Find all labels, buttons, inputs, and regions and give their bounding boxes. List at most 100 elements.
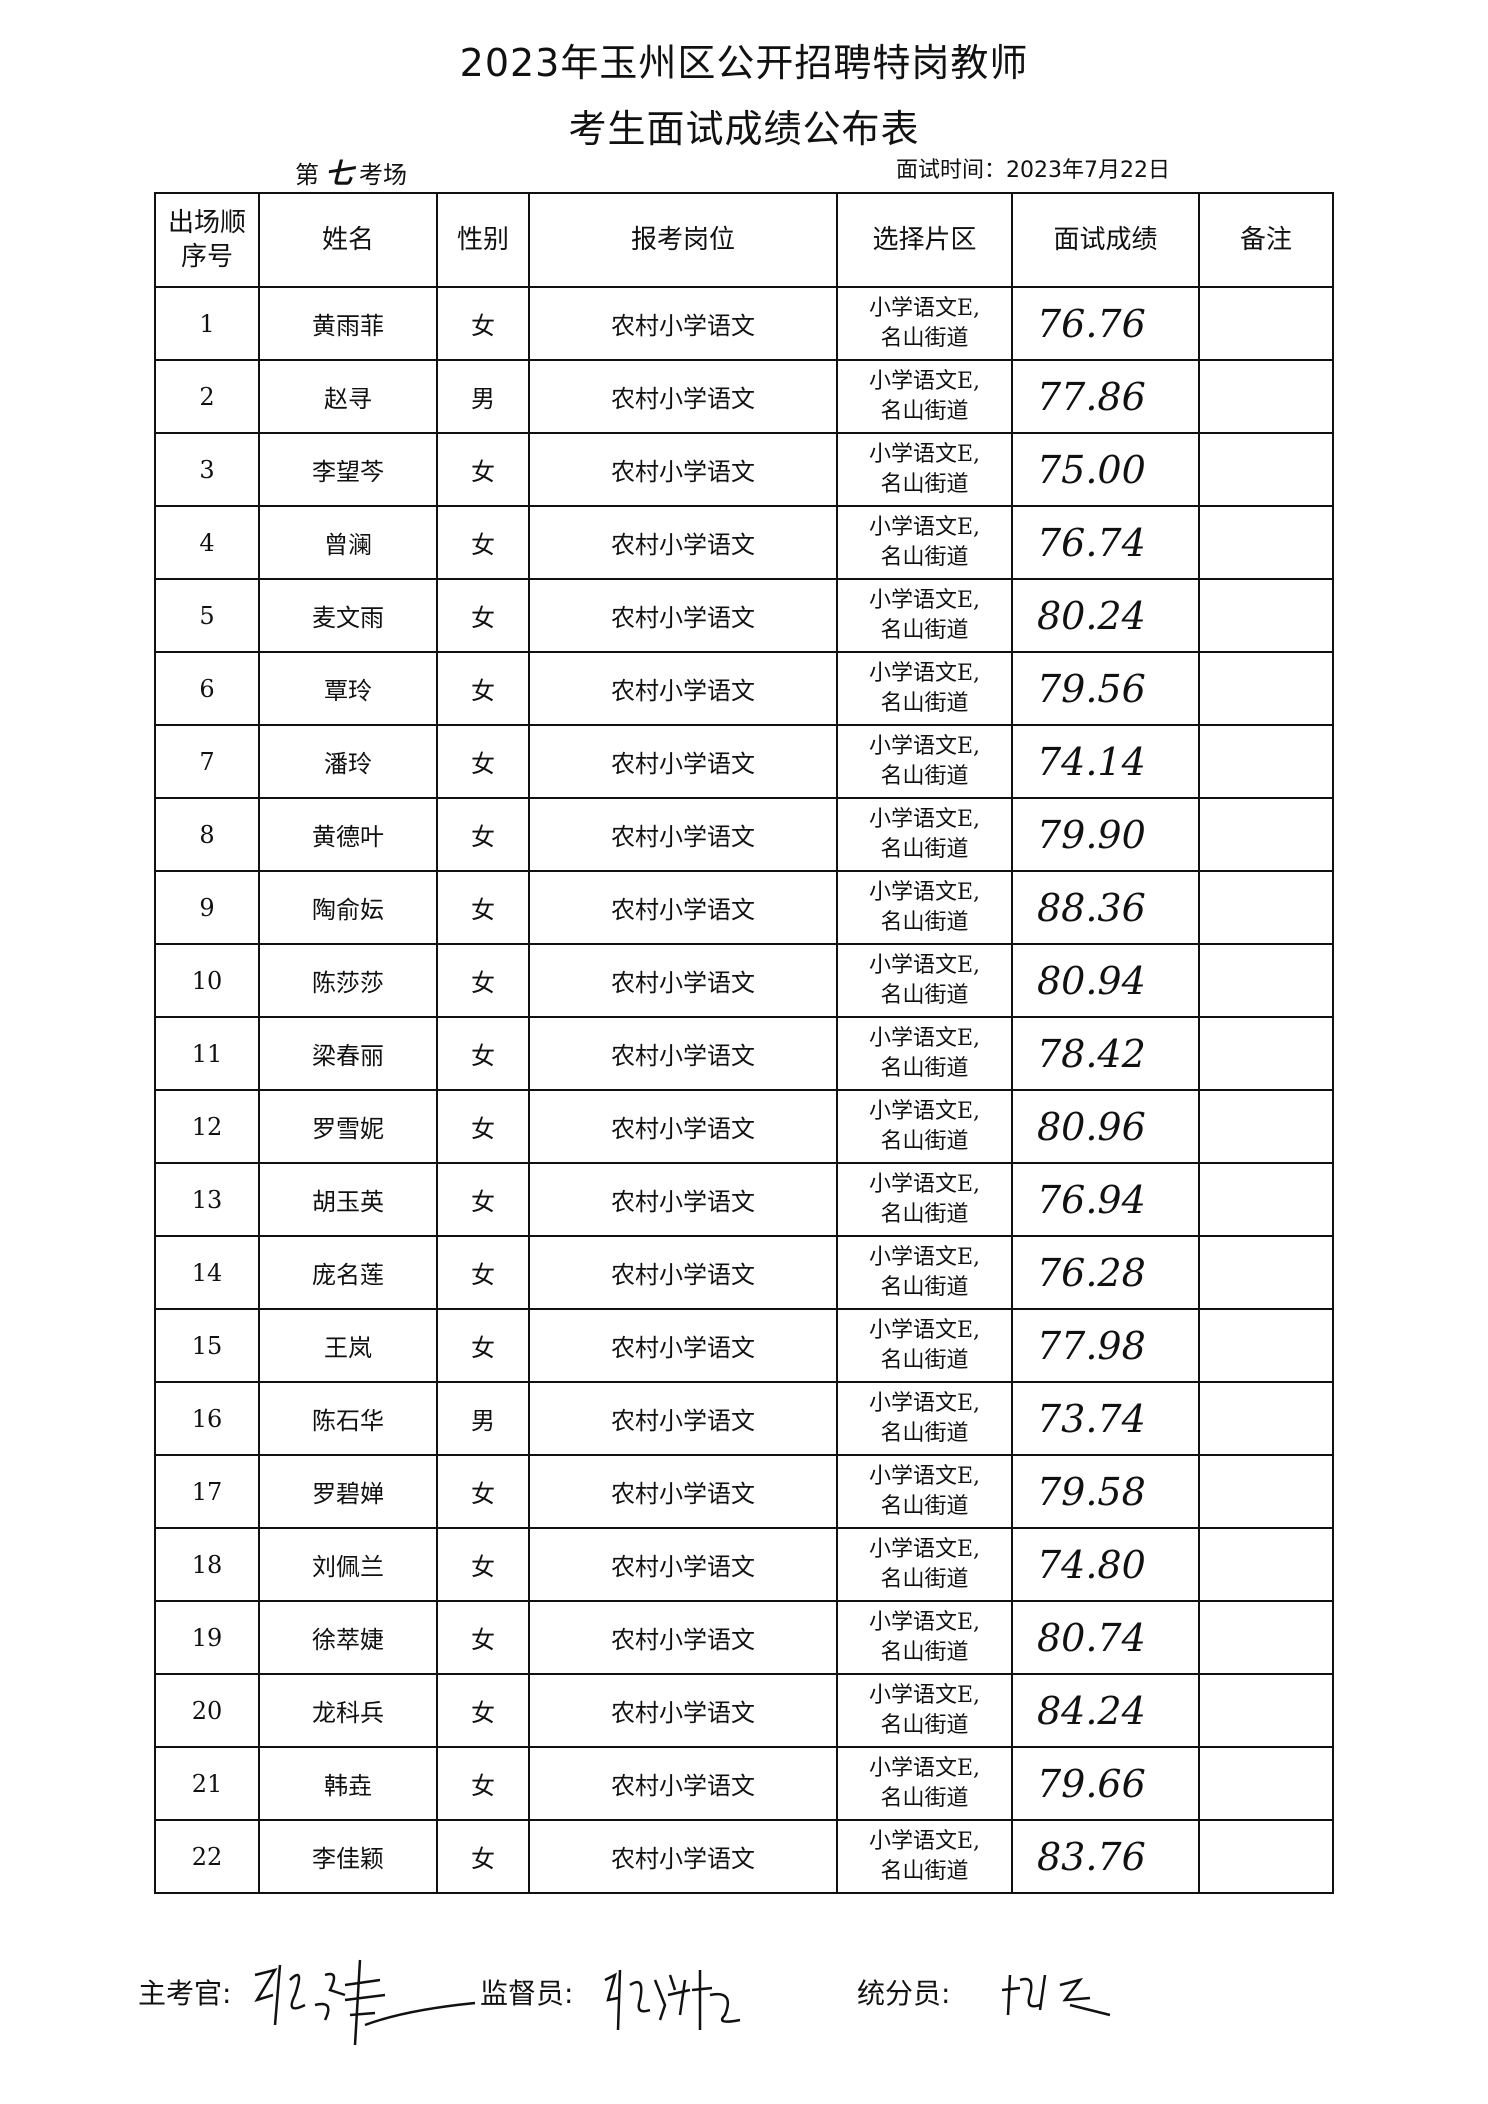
area-line-2: 名山街道 — [880, 1347, 969, 1373]
area-cell: 小学语文E, 名山街道 — [836, 1235, 1013, 1310]
seq-cell: 6 — [154, 651, 260, 726]
score-cell: 80.24 — [1011, 578, 1200, 653]
note-cell — [1198, 1381, 1334, 1456]
gender-cell: 女 — [436, 1527, 530, 1602]
seq-cell: 2 — [154, 359, 260, 434]
note-cell — [1198, 1162, 1334, 1237]
table-row: 6 覃玲女农村小学语文 小学语文E, 名山街道 79.56 — [154, 651, 1334, 726]
area-cell: 小学语文E, 名山街道 — [836, 286, 1013, 361]
area-cell: 小学语文E, 名山街道 — [836, 432, 1013, 507]
table-row: 19 徐萃婕女农村小学语文 小学语文E, 名山街道 80.74 — [154, 1600, 1334, 1675]
table-row: 14 庞名莲女农村小学语文 小学语文E, 名山街道 76.28 — [154, 1235, 1334, 1310]
name-cell: 陶俞妘 — [258, 870, 438, 945]
name-cell: 徐萃婕 — [258, 1600, 438, 1675]
area-line-2: 名山街道 — [880, 1639, 969, 1665]
gender-cell: 女 — [436, 1089, 530, 1164]
gender-cell: 女 — [436, 1162, 530, 1237]
area-cell: 小学语文E, 名山街道 — [836, 1381, 1013, 1456]
score-cell: 79.58 — [1011, 1454, 1200, 1529]
gender-cell: 女 — [436, 1308, 530, 1383]
seq-cell: 10 — [154, 943, 260, 1018]
name-cell: 韩垚 — [258, 1746, 438, 1821]
note-cell — [1198, 870, 1334, 945]
area-line-2: 名山街道 — [880, 1566, 969, 1592]
gender-cell: 女 — [436, 870, 530, 945]
area-line-2: 名山街道 — [880, 1712, 969, 1738]
gender-cell: 女 — [436, 1016, 530, 1091]
score-cell: 83.76 — [1011, 1819, 1200, 1894]
note-cell — [1198, 1308, 1334, 1383]
name-cell: 陈莎莎 — [258, 943, 438, 1018]
note-cell — [1198, 1454, 1334, 1529]
position-cell: 农村小学语文 — [528, 1600, 838, 1675]
document-subtitle: 考生面试成绩公布表 — [568, 107, 920, 151]
area-line-1: 小学语文E, — [868, 1463, 981, 1489]
score-cell: 78.42 — [1011, 1016, 1200, 1091]
area-line-1: 小学语文E, — [868, 660, 981, 686]
area-cell: 小学语文E, 名山街道 — [836, 870, 1013, 945]
note-cell — [1198, 286, 1334, 361]
name-cell: 胡玉英 — [258, 1162, 438, 1237]
area-line-1: 小学语文E, — [868, 587, 981, 613]
seq-cell: 19 — [154, 1600, 260, 1675]
area-line-1: 小学语文E, — [868, 1755, 981, 1781]
name-cell: 罗雪妮 — [258, 1089, 438, 1164]
seq-cell: 1 — [154, 286, 260, 361]
position-cell: 农村小学语文 — [528, 578, 838, 653]
area-line-2: 名山街道 — [880, 617, 969, 643]
gender-cell: 女 — [436, 1673, 530, 1748]
chief-examiner-signature — [254, 1959, 476, 2046]
score-table: 出场顺序号 姓名 性别 报考岗位 选择片区 面试成绩 备注 1 黄雨菲女农村小学语… — [154, 192, 1334, 1894]
gender-cell: 女 — [436, 505, 530, 580]
area-cell: 小学语文E, 名山街道 — [836, 797, 1013, 872]
note-cell — [1198, 1089, 1334, 1164]
position-cell: 农村小学语文 — [528, 1454, 838, 1529]
seq-cell: 14 — [154, 1235, 260, 1310]
area-cell: 小学语文E, 名山街道 — [836, 1162, 1013, 1237]
table-row: 4 曾澜女农村小学语文 小学语文E, 名山街道 76.74 — [154, 505, 1334, 580]
area-cell: 小学语文E, 名山街道 — [836, 505, 1013, 580]
gender-cell: 女 — [436, 651, 530, 726]
seq-cell: 21 — [154, 1746, 260, 1821]
position-cell: 农村小学语文 — [528, 1016, 838, 1091]
name-cell: 罗碧婵 — [258, 1454, 438, 1529]
area-cell: 小学语文E, 名山街道 — [836, 1308, 1013, 1383]
gender-cell: 女 — [436, 432, 530, 507]
col-header-note: 备注 — [1198, 192, 1334, 288]
seq-cell: 18 — [154, 1527, 260, 1602]
table-row: 16 陈石华男农村小学语文 小学语文E, 名山街道 73.74 — [154, 1381, 1334, 1456]
gender-cell: 女 — [436, 1600, 530, 1675]
table-row: 9 陶俞妘女农村小学语文 小学语文E, 名山街道 88.36 — [154, 870, 1334, 945]
position-cell: 农村小学语文 — [528, 1235, 838, 1310]
position-cell: 农村小学语文 — [528, 505, 838, 580]
name-cell: 黄雨菲 — [258, 286, 438, 361]
position-cell: 农村小学语文 — [528, 1308, 838, 1383]
area-line-2: 名山街道 — [880, 544, 969, 570]
score-cell: 79.66 — [1011, 1746, 1200, 1821]
area-line-1: 小学语文E, — [868, 1609, 981, 1635]
table-row: 10 陈莎莎女农村小学语文 小学语文E, 名山街道 80.94 — [154, 943, 1334, 1018]
score-cell: 74.14 — [1011, 724, 1200, 799]
name-cell: 李望芩 — [258, 432, 438, 507]
score-cell: 79.90 — [1011, 797, 1200, 872]
table-row: 15 王岚女农村小学语文 小学语文E, 名山街道 77.98 — [154, 1308, 1334, 1383]
score-cell: 79.56 — [1011, 651, 1200, 726]
area-line-1: 小学语文E, — [868, 1025, 981, 1051]
name-cell: 赵寻 — [258, 359, 438, 434]
room-prefix: 第 — [295, 161, 319, 189]
position-cell: 农村小学语文 — [528, 724, 838, 799]
position-cell: 农村小学语文 — [528, 1089, 838, 1164]
note-cell — [1198, 1600, 1334, 1675]
note-cell — [1198, 359, 1334, 434]
table-row: 17 罗碧婵女农村小学语文 小学语文E, 名山街道 79.58 — [154, 1454, 1334, 1529]
table-row: 7 潘玲女农村小学语文 小学语文E, 名山街道 74.14 — [154, 724, 1334, 799]
gender-cell: 女 — [436, 1454, 530, 1529]
name-cell: 曾澜 — [258, 505, 438, 580]
gender-cell: 男 — [436, 359, 530, 434]
position-cell: 农村小学语文 — [528, 1527, 838, 1602]
seq-cell: 11 — [154, 1016, 260, 1091]
table-row: 13 胡玉英女农村小学语文 小学语文E, 名山街道 76.94 — [154, 1162, 1334, 1237]
name-cell: 王岚 — [258, 1308, 438, 1383]
table-row: 11 梁春丽女农村小学语文 小学语文E, 名山街道 78.42 — [154, 1016, 1334, 1091]
table-header-row: 出场顺序号 姓名 性别 报考岗位 选择片区 面试成绩 备注 — [154, 192, 1334, 288]
